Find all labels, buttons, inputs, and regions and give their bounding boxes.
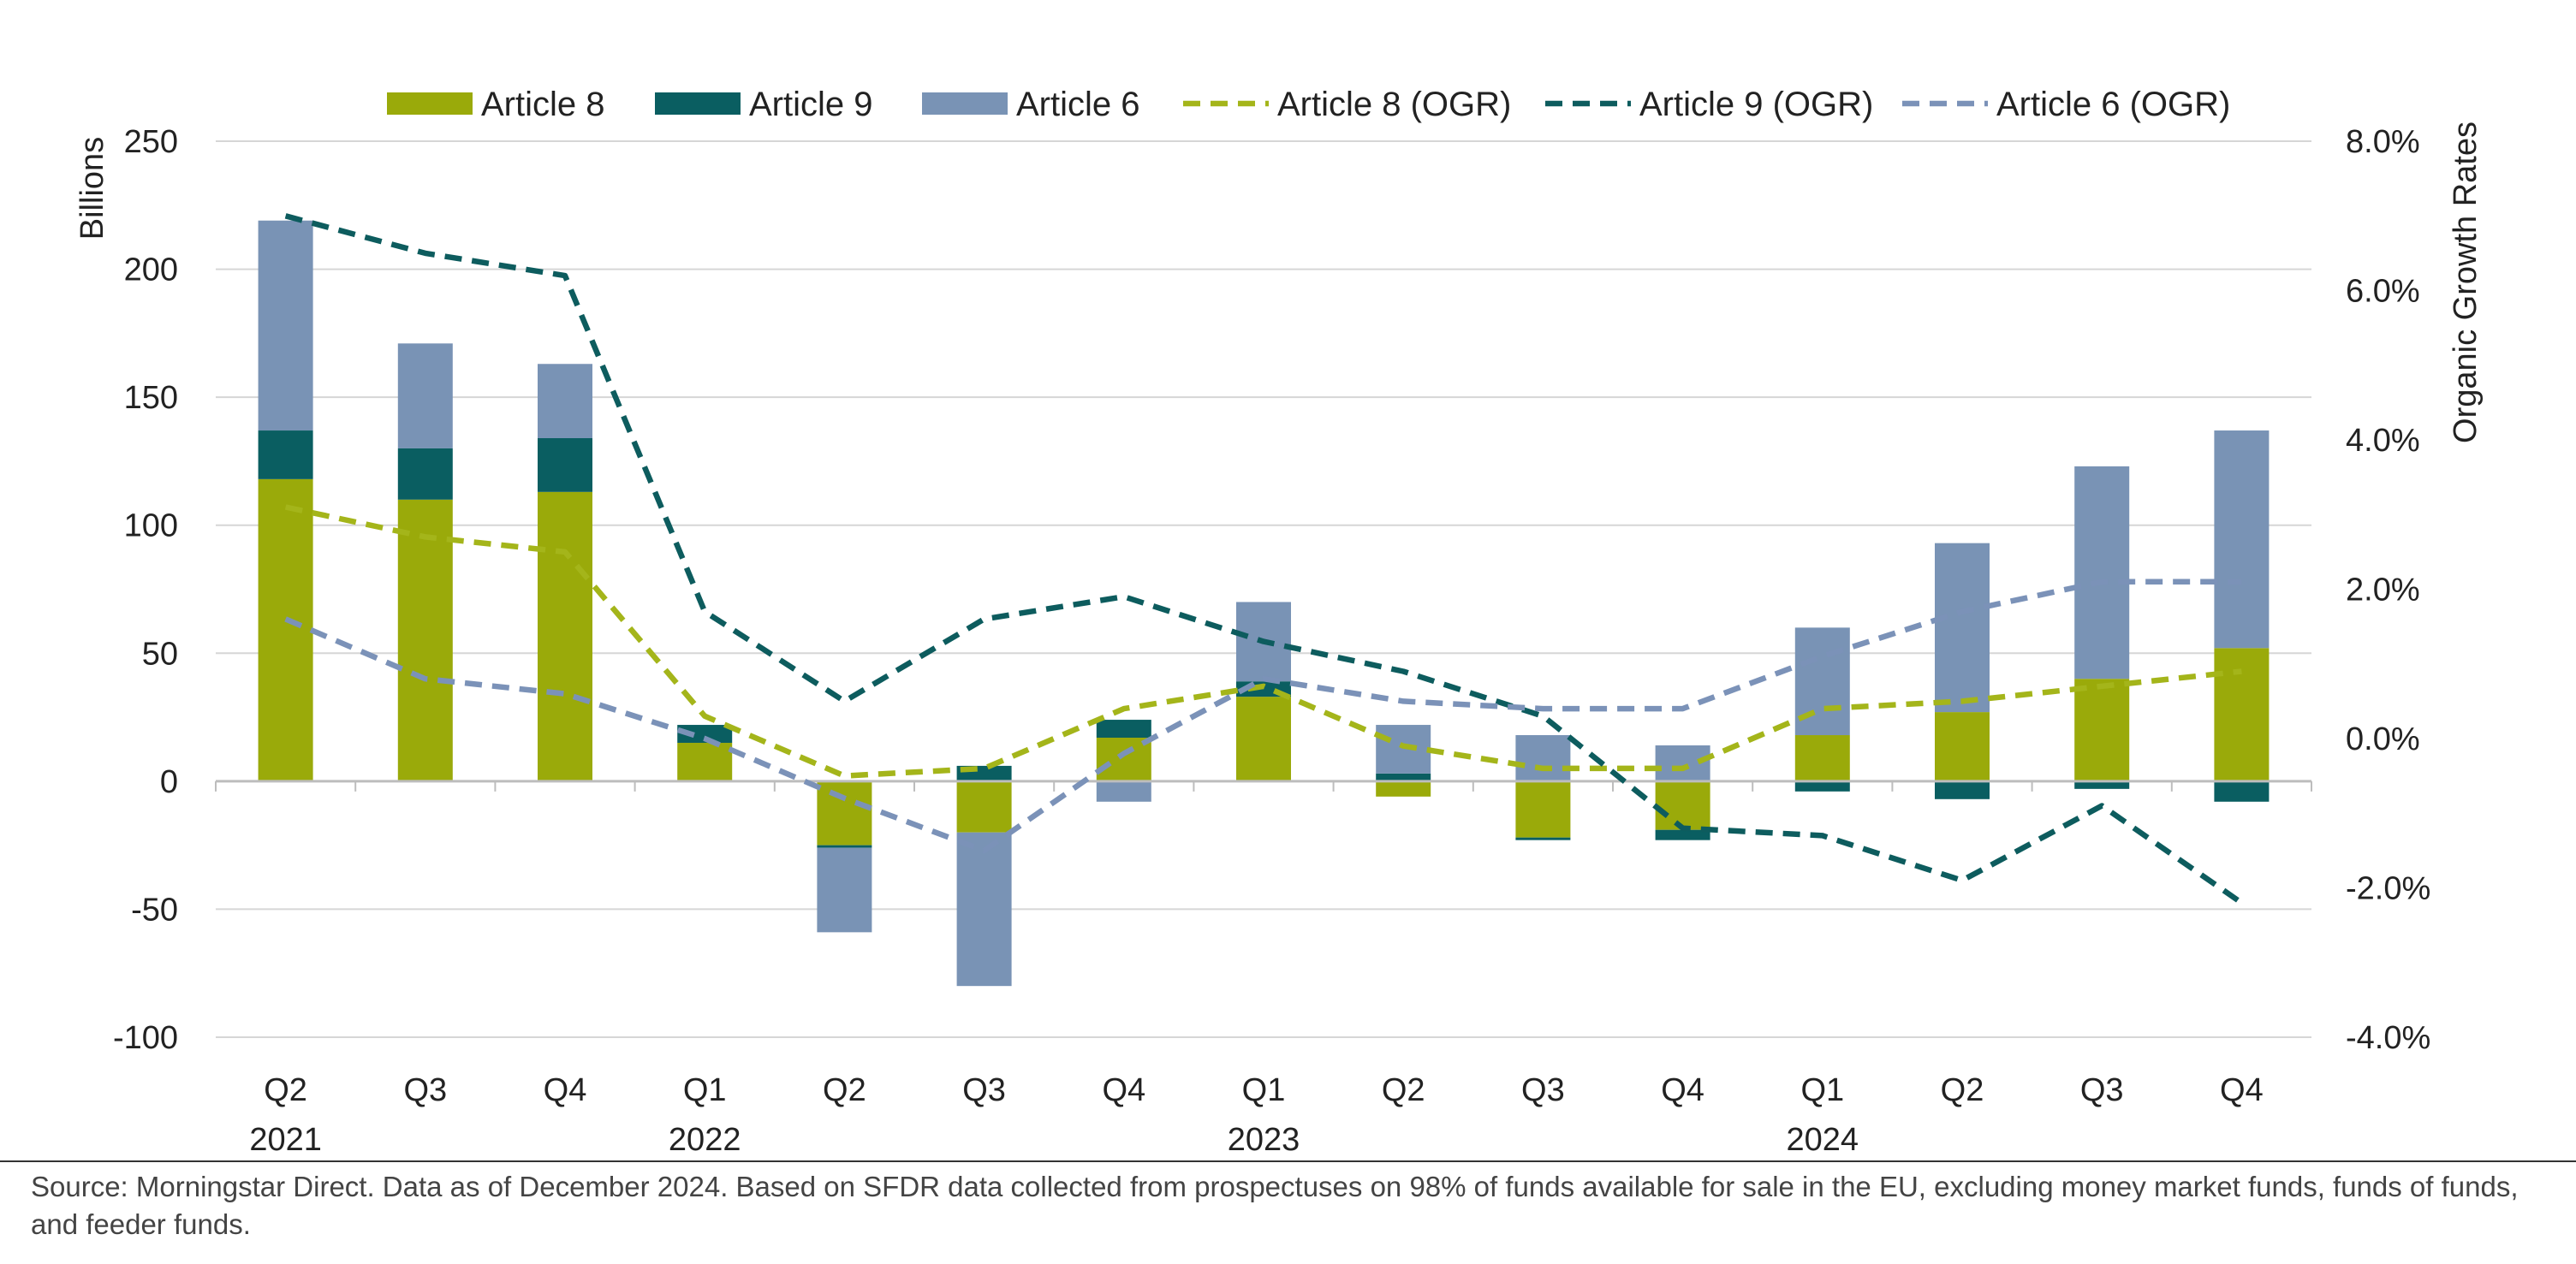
bar-article-9: [538, 438, 592, 492]
x-tick-label: Q2: [1382, 1072, 1425, 1108]
legend-swatch: [655, 92, 741, 115]
legend: Article 8 Article 9 Article 6 Article 8 (OG…: [387, 86, 2230, 123]
bar-article-8: [258, 478, 313, 781]
x-tick-label: Q3: [2080, 1072, 2124, 1108]
legend-label: Article 6 (OGR): [1996, 86, 2230, 123]
x-tick-label: Q2: [1941, 1072, 1984, 1108]
y-tick-label: -100: [113, 1020, 178, 1056]
gridlines: [216, 140, 2311, 1038]
line-article-6-ogr: [284, 579, 2242, 854]
x-tick-label: Q4: [544, 1072, 587, 1108]
x-tick-label: Q2: [264, 1072, 307, 1108]
y-right-tick-label: 8.0%: [2346, 124, 2420, 160]
y-tick-label: 100: [124, 508, 178, 544]
y-tick-label: 0: [160, 764, 178, 800]
y-right-tick-label: 6.0%: [2346, 274, 2420, 310]
line-article-9-ogr: [284, 213, 2244, 905]
legend-swatch: [922, 92, 1008, 115]
y-tick-label: 200: [124, 252, 178, 288]
bar-article-9: [1096, 720, 1151, 739]
x-tick-label: Q4: [2220, 1072, 2264, 1108]
bar-article-9: [1376, 773, 1431, 781]
bar-article-9: [677, 725, 733, 743]
y-tick-label: 250: [124, 124, 178, 160]
bar-article-8: [1096, 738, 1151, 781]
bar-article-6: [1515, 735, 1571, 781]
right-axis-ticks: -4.0% -2.0% 0.0% 2.0% 4.0% 6.0% 8.0%: [2346, 124, 2430, 1056]
bar-article-8: [1515, 780, 1571, 838]
bar-article-9: [397, 448, 453, 500]
x-axis-ticks: Q2 Q3 Q4 Q1 Q2 Q3 Q4 Q1 Q2 Q3 Q4 Q1 Q2 Q3 Q4 2021 2022 20…: [249, 1072, 2263, 1158]
bar-article-9: [1515, 837, 1571, 840]
bar-article-8: [817, 780, 872, 846]
x-tick-label: Q1: [1800, 1072, 1844, 1108]
x-tick-label: Q1: [1242, 1072, 1286, 1108]
x-tick-label: Q3: [962, 1072, 1006, 1108]
y-right-tick-label: 0.0%: [2346, 721, 2420, 757]
bar-article-6: [1655, 745, 1710, 781]
y-right-tick-label: 4.0%: [2346, 423, 2420, 459]
legend-label: Article 8 (OGR): [1277, 86, 1511, 123]
bar-article-6: [956, 832, 1012, 987]
bar-article-6: [538, 364, 592, 439]
y-right-tick-label: -4.0%: [2346, 1020, 2430, 1056]
bar-article-6: [1376, 725, 1431, 774]
x-year-label: 2024: [1787, 1122, 1859, 1158]
source-note: Source: Morningstar Direct. Data as of D…: [31, 1171, 2519, 1240]
x-tick-label: Q1: [683, 1072, 727, 1108]
line-article-8-ogr: [284, 504, 2242, 779]
bar-article-6: [2214, 430, 2270, 649]
x-tick-label: Q4: [1661, 1072, 1704, 1108]
right-axis-title: Organic Growth Rates: [2448, 122, 2484, 443]
legend-label: Article 8: [481, 86, 605, 123]
bar-article-6: [817, 847, 872, 933]
y-right-tick-label: 2.0%: [2346, 573, 2420, 608]
legend-label: Article 9: [749, 86, 873, 123]
x-tick-label: Q3: [1521, 1072, 1565, 1108]
bar-article-9: [817, 845, 872, 848]
x-tick-label: Q2: [823, 1072, 866, 1108]
y-tick-label: -50: [131, 892, 178, 928]
source-divider: [0, 1160, 2576, 1162]
bar-article-9: [1655, 829, 1710, 840]
y-tick-label: 50: [142, 636, 178, 672]
bar-article-8: [677, 742, 733, 781]
bar-article-6: [258, 220, 313, 431]
bar-article-8: [1935, 712, 1990, 781]
x-tick-label: Q3: [403, 1072, 447, 1108]
left-axis-ticks: -100 -50 0 50 100 150 200 250: [113, 124, 178, 1056]
line-series-group: [284, 213, 2244, 905]
bar-article-6: [1096, 780, 1151, 802]
bar-article-8: [1236, 697, 1291, 781]
bar-series-group: [258, 220, 2270, 987]
x-year-label: 2023: [1228, 1122, 1300, 1158]
legend-label: Article 9 (OGR): [1639, 86, 1873, 123]
y-tick-label: 150: [124, 380, 178, 416]
bar-article-9: [2074, 780, 2130, 789]
x-year-label: 2021: [249, 1122, 322, 1158]
x-tick-label: Q4: [1102, 1072, 1145, 1108]
bar-article-9: [2214, 780, 2270, 802]
bar-article-8: [538, 491, 592, 781]
bar-article-8: [1794, 735, 1850, 781]
bar-article-8: [397, 499, 453, 781]
bar-article-9: [258, 430, 313, 479]
y-right-tick-label: -2.0%: [2346, 871, 2430, 907]
bar-article-8: [956, 780, 1012, 833]
bar-article-6: [1935, 543, 1990, 713]
legend-swatch: [387, 92, 473, 115]
x-year-label: 2022: [669, 1122, 741, 1158]
bar-article-9: [1935, 780, 1990, 799]
left-axis-title: Billions: [74, 137, 110, 240]
bar-article-6: [2074, 466, 2130, 679]
zero-axis: [215, 780, 2312, 792]
bar-article-8: [1655, 780, 1710, 830]
bar-article-8: [2214, 648, 2270, 781]
bar-article-9: [1794, 780, 1850, 792]
bar-article-8: [2074, 679, 2130, 781]
legend-label: Article 6: [1016, 86, 1140, 123]
bar-article-8: [1376, 780, 1431, 797]
bar-article-6: [397, 343, 453, 448]
